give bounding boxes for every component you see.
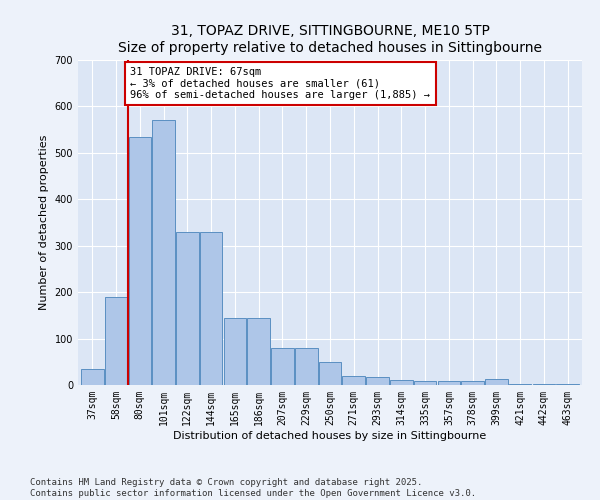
Bar [343, 376, 365, 385]
Bar [509, 384, 532, 385]
Title: 31, TOPAZ DRIVE, SITTINGBOURNE, ME10 5TP
Size of property relative to detached h: 31, TOPAZ DRIVE, SITTINGBOURNE, ME10 5TP… [118, 24, 542, 54]
Bar [485, 380, 508, 385]
Text: Contains HM Land Registry data © Crown copyright and database right 2025.
Contai: Contains HM Land Registry data © Crown c… [30, 478, 476, 498]
Bar [224, 318, 246, 385]
Bar [556, 384, 579, 385]
Bar [176, 232, 199, 385]
X-axis label: Distribution of detached houses by size in Sittingbourne: Distribution of detached houses by size … [173, 430, 487, 440]
Bar [319, 362, 341, 385]
Bar [461, 382, 484, 385]
Bar [271, 348, 294, 385]
Bar [200, 232, 223, 385]
Bar [437, 382, 460, 385]
Bar [105, 297, 127, 385]
Bar [366, 377, 389, 385]
Text: 31 TOPAZ DRIVE: 67sqm
← 3% of detached houses are smaller (61)
96% of semi-detac: 31 TOPAZ DRIVE: 67sqm ← 3% of detached h… [130, 67, 430, 100]
Bar [414, 382, 436, 385]
Bar [152, 120, 175, 385]
Y-axis label: Number of detached properties: Number of detached properties [39, 135, 49, 310]
Bar [247, 318, 270, 385]
Bar [390, 380, 413, 385]
Bar [81, 369, 104, 385]
Bar [533, 384, 555, 385]
Bar [295, 348, 317, 385]
Bar [128, 136, 151, 385]
